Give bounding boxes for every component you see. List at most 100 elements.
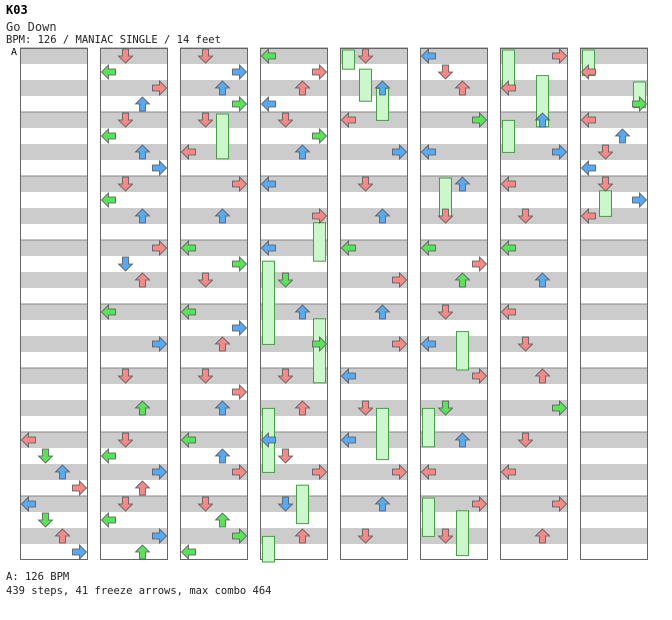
beat-band: [580, 544, 648, 560]
chart-column-border: [180, 48, 248, 560]
beat-band: [580, 112, 648, 128]
beat-band: [340, 144, 408, 160]
step-arrow-down: [357, 528, 374, 544]
beat-band: [420, 352, 488, 368]
beat-band: [340, 512, 408, 528]
beat-band: [180, 128, 248, 144]
beat-band: [180, 464, 248, 480]
step-arrow-right: [152, 80, 168, 96]
beat-band: [100, 352, 168, 368]
beat-band: [20, 176, 88, 192]
beat-band: [420, 528, 488, 544]
beat-band: [420, 272, 488, 288]
beat-band: [180, 448, 248, 464]
step-arrow-up: [534, 368, 551, 384]
step-arrow-left: [500, 80, 516, 96]
beat-band: [20, 48, 88, 64]
beat-band: [580, 416, 648, 432]
beat-band: [500, 304, 568, 320]
beat-band: [180, 176, 248, 192]
step-arrow-down: [197, 272, 214, 288]
beat-band: [420, 288, 488, 304]
step-arrow-up: [294, 144, 311, 160]
beat-band: [260, 224, 328, 240]
beat-band: [180, 336, 248, 352]
beat-band: [580, 400, 648, 416]
beat-band: [260, 144, 328, 160]
beat-band: [420, 48, 488, 64]
chart-column-border: [420, 48, 488, 560]
step-arrow-right: [152, 464, 168, 480]
beat-band: [100, 80, 168, 96]
beat-band: [500, 176, 568, 192]
step-arrow-down: [277, 496, 294, 512]
beat-band: [340, 352, 408, 368]
beat-band: [20, 432, 88, 448]
beat-band: [580, 256, 648, 272]
beat-band: [500, 368, 568, 384]
beat-band: [260, 352, 328, 368]
beat-band: [340, 368, 408, 384]
step-arrow-up: [294, 528, 311, 544]
step-arrow-right: [312, 208, 328, 224]
beat-band: [180, 64, 248, 80]
beat-band: [420, 256, 488, 272]
beat-band: [180, 272, 248, 288]
beat-band: [260, 368, 328, 384]
beat-band: [500, 48, 568, 64]
beat-band: [420, 480, 488, 496]
step-arrow-right: [72, 480, 88, 496]
beat-band: [100, 192, 168, 208]
beat-band: [340, 448, 408, 464]
beat-band: [420, 128, 488, 144]
step-arrow-up: [454, 176, 471, 192]
beat-band: [260, 400, 328, 416]
beat-band: [180, 416, 248, 432]
step-arrow-right: [232, 464, 248, 480]
step-arrow-down: [117, 176, 134, 192]
beat-band: [420, 336, 488, 352]
step-arrow-left: [340, 368, 356, 384]
step-arrow-down: [357, 400, 374, 416]
step-arrow-down: [197, 112, 214, 128]
beat-band: [20, 352, 88, 368]
beat-band: [20, 384, 88, 400]
beat-band: [180, 352, 248, 368]
beat-band: [340, 416, 408, 432]
beat-band: [180, 496, 248, 512]
step-arrow-down: [277, 112, 294, 128]
step-arrow-right: [552, 144, 568, 160]
beat-band: [20, 160, 88, 176]
step-arrow-left: [100, 128, 116, 144]
beat-band: [500, 512, 568, 528]
step-arrow-up: [454, 432, 471, 448]
beat-band: [420, 400, 488, 416]
beat-band: [500, 80, 568, 96]
beat-band: [340, 544, 408, 560]
beat-band: [20, 448, 88, 464]
beat-band: [100, 160, 168, 176]
step-arrow-up: [134, 400, 151, 416]
freeze-arrow: [216, 113, 229, 160]
beat-band: [500, 464, 568, 480]
step-arrow-right: [152, 240, 168, 256]
beat-band: [500, 112, 568, 128]
beat-band: [180, 80, 248, 96]
step-arrow-left: [180, 304, 196, 320]
beat-band: [260, 288, 328, 304]
beat-band: [500, 224, 568, 240]
step-arrow-up: [134, 480, 151, 496]
beat-band: [260, 128, 328, 144]
beat-band: [20, 256, 88, 272]
beat-band: [340, 192, 408, 208]
beat-band: [180, 208, 248, 224]
beat-band: [100, 432, 168, 448]
beat-band: [420, 208, 488, 224]
freeze-arrow: [456, 510, 469, 557]
song-title: Go Down: [6, 20, 57, 34]
beat-band: [580, 448, 648, 464]
step-arrow-right: [232, 384, 248, 400]
step-arrow-up: [214, 512, 231, 528]
chart-column-border: [580, 48, 648, 560]
bpm-marker: A: [11, 47, 18, 58]
